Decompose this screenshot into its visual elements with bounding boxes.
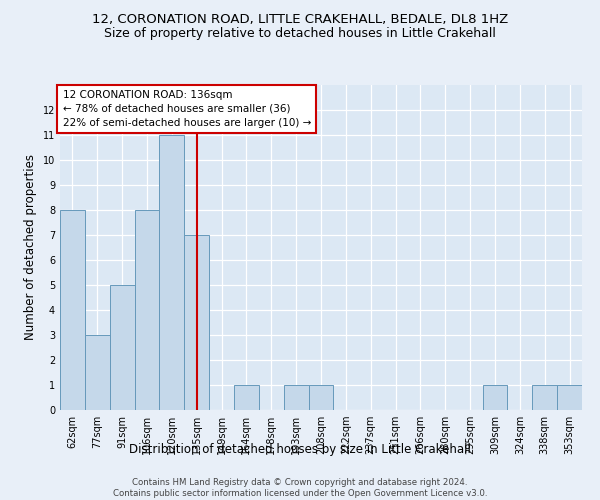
- Bar: [184, 235, 209, 410]
- Bar: [532, 385, 557, 410]
- Bar: [234, 385, 259, 410]
- Bar: [308, 385, 334, 410]
- Text: Contains HM Land Registry data © Crown copyright and database right 2024.
Contai: Contains HM Land Registry data © Crown c…: [113, 478, 487, 498]
- Text: 12 CORONATION ROAD: 136sqm
← 78% of detached houses are smaller (36)
22% of semi: 12 CORONATION ROAD: 136sqm ← 78% of deta…: [62, 90, 311, 128]
- Bar: [110, 285, 134, 410]
- Bar: [85, 335, 110, 410]
- Bar: [134, 210, 160, 410]
- Text: Distribution of detached houses by size in Little Crakehall: Distribution of detached houses by size …: [129, 442, 471, 456]
- Bar: [482, 385, 508, 410]
- Y-axis label: Number of detached properties: Number of detached properties: [24, 154, 37, 340]
- Bar: [60, 210, 85, 410]
- Text: Size of property relative to detached houses in Little Crakehall: Size of property relative to detached ho…: [104, 28, 496, 40]
- Bar: [284, 385, 308, 410]
- Text: 12, CORONATION ROAD, LITTLE CRAKEHALL, BEDALE, DL8 1HZ: 12, CORONATION ROAD, LITTLE CRAKEHALL, B…: [92, 12, 508, 26]
- Bar: [557, 385, 582, 410]
- Bar: [160, 135, 184, 410]
